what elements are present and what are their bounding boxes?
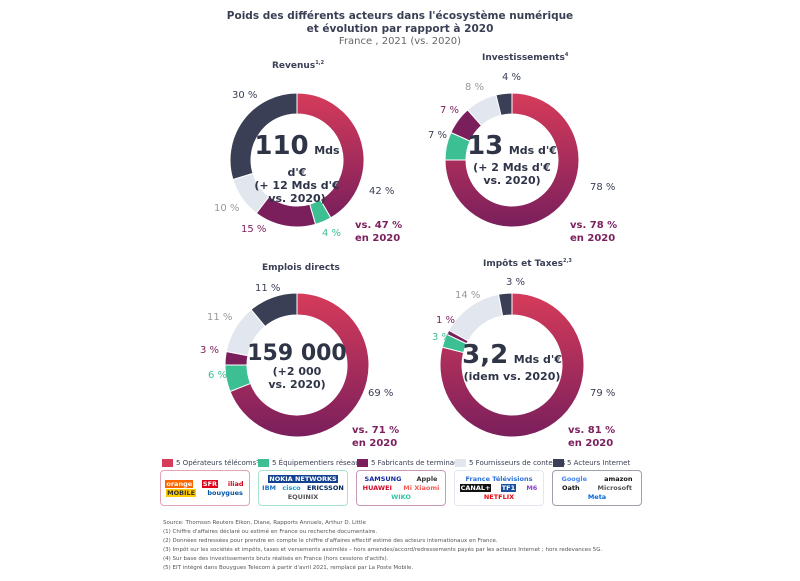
revenus-center: 110 Mds d'€ (+ 12 Mds d'€ vs. 2020) [254, 131, 340, 205]
emplois-title: Emplois directs [262, 263, 340, 273]
invest-title: Investissements4 [482, 52, 569, 63]
legend-equipment: 5 Équipementiers réseaux [258, 459, 364, 467]
legend-operators: 5 Opérateurs télécoms⁵ [162, 459, 259, 467]
invest-label-manufacturers: 7 % [440, 105, 460, 116]
logos-content: France Télévisions CANAL+ TF1 M6 NETFLIX [454, 470, 544, 506]
impots-title: Impôts et Taxes2,3 [483, 258, 572, 269]
impots-label-content: 14 % [455, 290, 481, 301]
revenus-label-internet: 30 % [232, 90, 258, 101]
revenus-title: Revenus1,2 [272, 60, 325, 71]
footnote-4: (4) Sur base des investissements bruts r… [163, 556, 389, 562]
logos-operators: orange SFR iliad MOBILE bouygues [160, 470, 250, 506]
impots-label-operators: 79 % [590, 388, 616, 399]
revenus-label-content: 10 % [214, 203, 240, 214]
revenus-label-operators: 42 % [369, 186, 395, 197]
emplois-label-equipment: 6 % [208, 370, 228, 381]
revenus-label-equipment: 4 % [322, 228, 342, 239]
legend-internet: 5 Acteurs Internet [553, 459, 630, 467]
footnote-1: (1) Chiffre d'affaires déclaré ou estimé… [163, 529, 378, 535]
emplois-label-operators: 69 % [368, 388, 394, 399]
chart-title-line2: et évolution par rapport à 2020 [306, 23, 494, 35]
donut-2-segment-operators [229, 292, 370, 438]
donut-0-segment-internet [229, 92, 298, 181]
emplois-label-internet: 11 % [255, 283, 281, 294]
logos-internet: Google amazon Oath Microsoft Meta [552, 470, 642, 506]
invest-label-operators: 78 % [590, 182, 616, 193]
invest-label-internet: 4 % [502, 72, 522, 83]
emplois-center: 159 000 (+2 000 vs. 2020) [247, 341, 347, 391]
source-note: Source: Thomson Reuters Eikon, Diane, Ra… [163, 520, 366, 526]
footnote-3: (3) Impôt sur les sociétés et impôts, ta… [163, 547, 603, 553]
impots-center: 3,2 Mds d'€ (idem vs. 2020) [462, 340, 562, 383]
invest-center: 13 Mds d'€ (+ 2 Mds d'€ vs. 2020) [467, 131, 557, 187]
impots-label-equipment: 3 % [432, 332, 452, 343]
footnote-5: (5) EIT intégré dans Bouygues Telecom à … [163, 565, 414, 571]
chart-title-line1: Poids des différents acteurs dans l'écos… [226, 10, 574, 22]
revenus-comparison: vs. 47 % en 2020 [355, 220, 403, 244]
revenus-label-manufacturers: 15 % [241, 224, 267, 235]
impots-comparison: vs. 81 % en 2020 [568, 425, 616, 449]
emplois-label-content: 11 % [207, 312, 233, 323]
logos-equipment: NOKIA NETWORKS IBM cisco ERICSSON EQUINIX [258, 470, 348, 506]
donut-3-segment-internet [497, 292, 513, 317]
donut-3-segment-operators [439, 292, 585, 438]
legend-manufacturers: 5 Fabricants de terminaux [357, 459, 463, 467]
chart-subtitle: France , 2021 (vs. 2020) [338, 36, 462, 47]
donut-1-segment-internet [495, 92, 513, 116]
donut-1-segment-operators [444, 92, 580, 228]
emplois-comparison: vs. 71 % en 2020 [352, 425, 400, 449]
impots-label-internet: 3 % [506, 277, 526, 288]
legend-content: 5 Fournisseurs de contenus [455, 459, 565, 467]
footnote-2: (2) Données redressées pour prendre en c… [163, 538, 498, 544]
donut-3-segment-content [448, 293, 504, 342]
invest-label-equipment: 7 % [428, 130, 448, 141]
invest-comparison: vs. 78 % en 2020 [570, 220, 618, 244]
emplois-label-manufacturers: 3 % [200, 345, 220, 356]
donut-2-segment-internet [250, 292, 298, 328]
logos-manufacturers: SAMSUNG Apple HUAWEI Mi Xiaomi WIKO [356, 470, 446, 506]
invest-label-content: 8 % [465, 82, 485, 93]
impots-label-manufacturers: 1 % [436, 315, 456, 326]
